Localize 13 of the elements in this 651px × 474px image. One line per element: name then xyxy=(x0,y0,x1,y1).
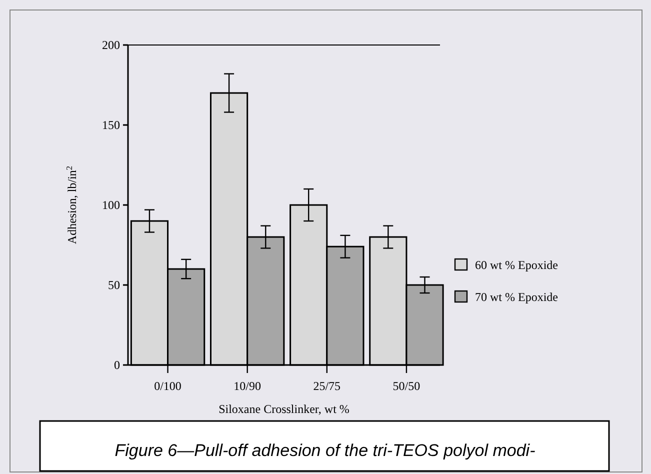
x-tick-label: 0/100 xyxy=(154,379,182,393)
y-tick-label: 100 xyxy=(102,198,120,212)
x-tick-label: 10/90 xyxy=(234,379,262,393)
y-tick-label: 200 xyxy=(102,38,120,52)
x-axis-title: Siloxane Crosslinker, wt % xyxy=(218,402,350,416)
legend-label: 70 wt % Epoxide xyxy=(475,290,558,304)
y-tick-label: 150 xyxy=(102,118,120,132)
y-tick-label: 0 xyxy=(114,358,120,372)
caption: Figure 6—Pull-off adhesion of the tri-TEOS polyol modi- xyxy=(114,440,536,460)
x-tick-label: 25/75 xyxy=(313,379,341,393)
y-tick-label: 50 xyxy=(108,278,120,292)
x-tick-label: 50/50 xyxy=(392,379,420,393)
legend-label: 60 wt % Epoxide xyxy=(475,258,558,272)
